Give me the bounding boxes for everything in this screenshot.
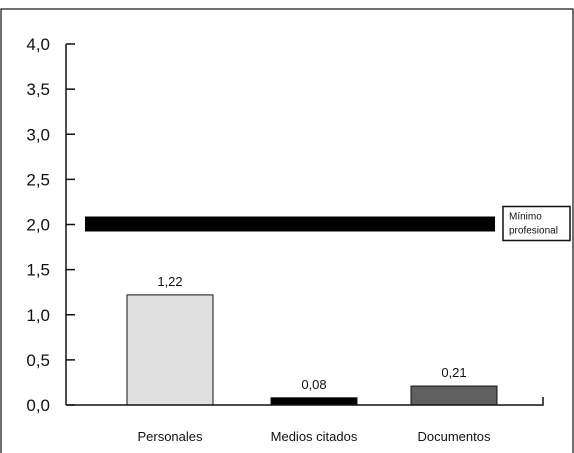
category-label: Personales xyxy=(137,429,203,444)
reference-line-group: Mínimo profesional xyxy=(85,205,571,242)
y-tick-label: 0,0 xyxy=(26,396,50,415)
reference-line xyxy=(85,216,495,232)
axes xyxy=(65,44,544,406)
reference-label-box xyxy=(502,205,571,242)
reference-label-line1: Mínimo xyxy=(509,212,542,223)
bar-value-label: 1,22 xyxy=(157,274,182,289)
y-tick-label: 2,5 xyxy=(26,170,50,189)
bar xyxy=(270,397,358,406)
bar xyxy=(126,294,214,406)
bars: 1,22 Personales 0,08 Medios citados 0,21 Docu… xyxy=(126,274,498,444)
y-tick-label: 1,5 xyxy=(26,261,50,280)
category-label: Medios citados xyxy=(271,429,358,444)
y-tick-label: 4,0 xyxy=(26,35,50,54)
y-axis: 0,0 0,5 1,0 1,5 2,0 2,5 3,0 3,5 4,0 xyxy=(26,35,75,415)
reference-label-line2: profesional xyxy=(509,226,558,237)
x-axis-line xyxy=(66,397,544,406)
y-tick-label: 3,5 xyxy=(26,80,50,99)
y-tick-label: 1,0 xyxy=(26,306,50,325)
y-tick-label: 2,0 xyxy=(26,216,50,235)
bar-value-label: 0,21 xyxy=(441,365,466,380)
y-tick-label: 0,5 xyxy=(26,351,50,370)
bar-value-label: 0,08 xyxy=(301,377,326,392)
bar xyxy=(410,385,498,406)
y-tick-label: 3,0 xyxy=(26,125,50,144)
category-label: Documentos xyxy=(418,429,491,444)
